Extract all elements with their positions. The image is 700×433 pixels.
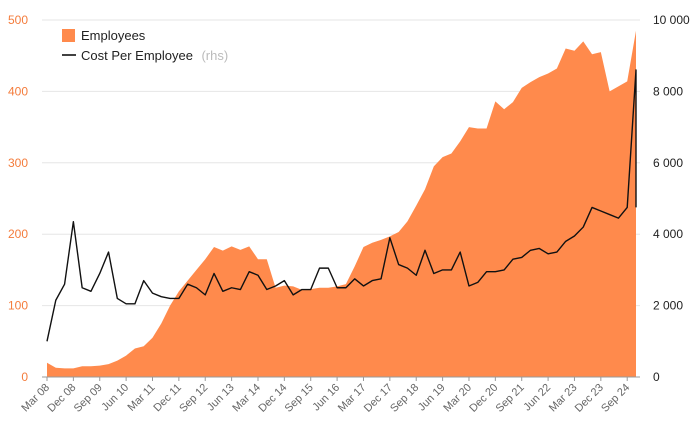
- left-y-tick-label: 500: [8, 13, 28, 27]
- x-tick-label: Sep 24: [599, 382, 632, 415]
- x-tick-label: Sep 15: [283, 382, 316, 415]
- left-y-tick-label: 300: [8, 156, 28, 170]
- x-tick-label: Sep 18: [388, 382, 421, 415]
- employees-area-layer: [47, 30, 636, 378]
- left-y-tick-label: 0: [21, 370, 28, 384]
- right-y-axis-ticks: 0 2 000 4 000 6 000 8 000 10 000: [653, 13, 690, 384]
- left-y-tick-label: 100: [8, 299, 28, 313]
- x-tick-label: Jun 10: [99, 382, 131, 414]
- right-y-tick-label: 0: [653, 370, 660, 384]
- cost-per-employee-line: [46, 69, 637, 342]
- right-y-tick-label: 2 000: [653, 299, 683, 313]
- cost-per-employee-line-layer: [46, 69, 637, 342]
- right-y-tick-label: 8 000: [653, 84, 683, 98]
- x-tick-label: Sep 21: [494, 382, 527, 415]
- x-tick-label: Sep 09: [72, 382, 105, 415]
- left-y-axis-ticks: 0 100 200 300 400 500: [8, 13, 28, 384]
- right-y-tick-label: 4 000: [653, 227, 683, 241]
- left-y-tick-label: 200: [8, 227, 28, 241]
- legend-rhs-note: (rhs): [201, 48, 228, 63]
- legend-label-employees: Employees: [81, 28, 146, 43]
- x-tick-label: Dec 17: [362, 382, 395, 415]
- legend-label-cost-per-employee: Cost Per Employee (rhs): [81, 47, 228, 64]
- employees-area: [47, 30, 636, 378]
- left-y-tick-label: 400: [8, 84, 28, 98]
- x-tick-label: Dec 08: [45, 382, 78, 415]
- legend-cost-series-name: Cost Per Employee: [81, 48, 193, 63]
- x-tick-label: Dec 23: [573, 382, 606, 415]
- x-tick-label: Dec 20: [467, 382, 500, 415]
- x-tick-label: Mar 11: [125, 382, 157, 414]
- right-y-tick-label: 10 000: [653, 13, 690, 27]
- legend: Employees Cost Per Employee (rhs): [62, 28, 228, 64]
- x-tick-label: Dec 14: [256, 382, 289, 415]
- legend-swatch-employees: [62, 29, 75, 42]
- x-tick-label: Sep 12: [177, 382, 210, 415]
- right-y-tick-label: 6 000: [653, 156, 683, 170]
